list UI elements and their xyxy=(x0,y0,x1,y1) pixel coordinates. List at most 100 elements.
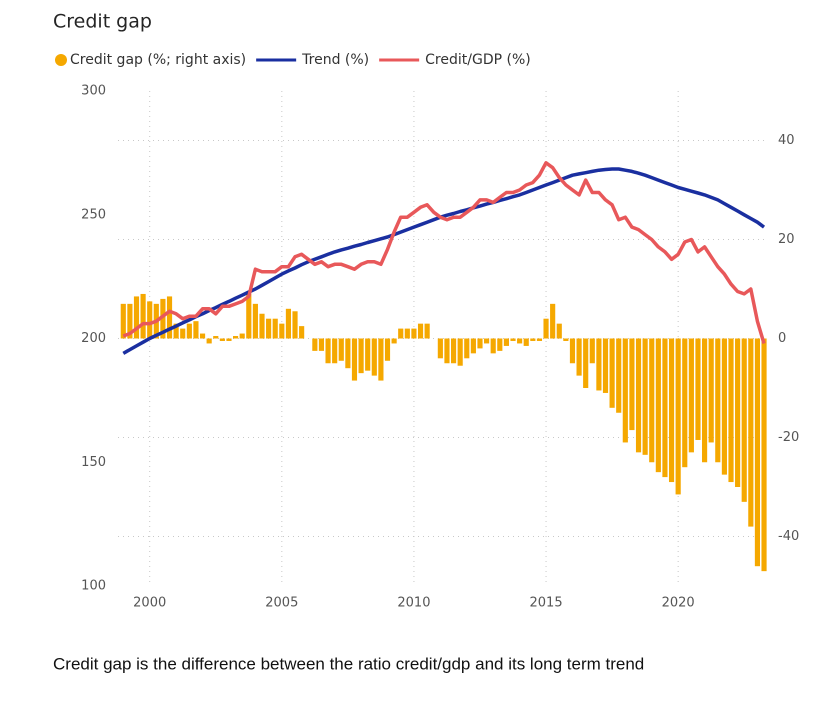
bar xyxy=(569,338,576,364)
bar xyxy=(299,326,305,339)
y2-tick-label: 40 xyxy=(778,133,795,148)
bar xyxy=(543,318,549,339)
bar xyxy=(728,338,734,483)
bar xyxy=(748,338,754,527)
bar xyxy=(602,338,609,393)
bar xyxy=(259,313,265,339)
bar xyxy=(497,338,503,351)
bar xyxy=(180,328,186,339)
bar xyxy=(668,338,675,483)
bar xyxy=(450,338,457,364)
bar xyxy=(404,328,410,339)
bar xyxy=(662,338,668,478)
bar xyxy=(398,328,404,339)
bar xyxy=(695,338,701,440)
bar xyxy=(193,321,199,339)
y2-tick-label: 0 xyxy=(778,331,786,346)
bar xyxy=(484,338,490,344)
x-tick-label: 2010 xyxy=(397,596,430,611)
bar xyxy=(365,338,371,371)
bar xyxy=(279,323,285,339)
bar xyxy=(649,338,655,463)
bar xyxy=(629,338,635,431)
bar xyxy=(754,338,761,567)
bar xyxy=(464,338,470,359)
bar xyxy=(166,296,173,339)
y-tick-label: 300 xyxy=(81,84,106,99)
bar xyxy=(384,338,391,361)
bar xyxy=(120,303,126,339)
y2-tick-label: -20 xyxy=(778,430,799,445)
bar xyxy=(358,338,364,374)
bar xyxy=(285,308,292,339)
bar xyxy=(490,338,496,354)
line xyxy=(122,161,766,344)
bar xyxy=(708,338,714,443)
bar xyxy=(470,338,476,354)
bar xyxy=(635,338,642,453)
bar xyxy=(517,338,523,344)
bar xyxy=(246,293,252,339)
y-tick-label: 200 xyxy=(81,331,106,346)
chart-title: Credit gap xyxy=(53,11,152,33)
bar xyxy=(741,338,747,502)
x-tick-label: 2000 xyxy=(133,596,166,611)
bar xyxy=(761,338,767,572)
bar xyxy=(239,333,245,339)
bar xyxy=(292,311,298,339)
line xyxy=(122,167,766,355)
bar xyxy=(219,338,225,341)
bar xyxy=(213,336,219,339)
bar xyxy=(589,338,595,364)
bar xyxy=(378,338,384,381)
bar xyxy=(642,338,648,455)
bar xyxy=(140,293,146,339)
bar xyxy=(160,298,166,339)
bar xyxy=(325,338,331,364)
bar xyxy=(318,338,325,351)
bar xyxy=(417,323,424,339)
bar xyxy=(735,338,741,487)
bar xyxy=(411,328,417,339)
bar xyxy=(503,338,509,346)
bar xyxy=(338,338,344,361)
bar xyxy=(173,323,179,339)
bar xyxy=(424,323,430,339)
bar xyxy=(523,338,529,346)
legend-label: Credit/GDP (%) xyxy=(425,52,531,68)
bar xyxy=(655,338,661,473)
x-tick-label: 2005 xyxy=(265,596,298,611)
legend-marker xyxy=(55,54,67,66)
bar xyxy=(444,338,450,364)
bar xyxy=(437,338,443,359)
bar xyxy=(510,338,516,341)
bar xyxy=(332,338,338,364)
bar xyxy=(530,338,536,341)
x-tick-label: 2015 xyxy=(530,596,563,611)
bar xyxy=(127,303,133,339)
bar xyxy=(351,338,358,381)
y-tick-label: 250 xyxy=(81,207,106,222)
bar xyxy=(702,338,708,463)
bar xyxy=(715,338,721,463)
bar xyxy=(563,338,569,341)
bar xyxy=(609,338,615,408)
bar xyxy=(583,338,589,388)
bar xyxy=(596,338,602,391)
bar xyxy=(199,333,206,339)
bar xyxy=(252,303,258,339)
bar xyxy=(371,338,377,376)
bar xyxy=(206,338,212,344)
bar xyxy=(616,338,622,413)
legend-label: Credit gap (%; right axis) xyxy=(70,52,246,68)
bar xyxy=(391,338,397,344)
y2-tick-label: -40 xyxy=(778,529,799,544)
bar xyxy=(345,338,351,369)
bar xyxy=(576,338,582,376)
bar xyxy=(682,338,688,468)
y-tick-label: 100 xyxy=(81,579,106,594)
y-tick-label: 150 xyxy=(81,455,106,470)
x-tick-label: 2020 xyxy=(662,596,695,611)
